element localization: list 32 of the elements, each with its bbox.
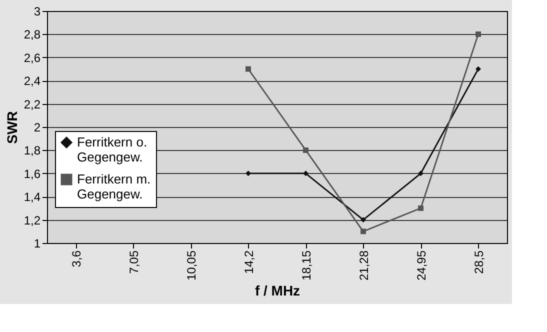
point [418,170,424,176]
point [303,170,308,176]
y-tick-label: 1,4 [24,190,41,204]
y-tick-label: 1,6 [24,166,41,181]
y-tick-label: 2,8 [24,28,41,42]
legend-label: Ferritkern m. Gegengew. [77,172,151,202]
y-tick-label: 2 [34,120,41,134]
x-tick-label: 14,2 [242,250,256,274]
point [476,31,481,37]
x-tick-label: 3,6 [69,250,84,268]
y-tick-label: 3 [34,4,41,18]
x-tick-label: 24,95 [414,250,428,281]
y-axis-title: SWR [4,111,20,144]
point [246,170,251,176]
y-tick-label: 1,2 [24,213,41,228]
x-tick-label: 18,15 [299,250,314,281]
y-tick-label: 1 [34,236,41,250]
point [303,147,308,153]
point [418,205,424,211]
y-tick-label: 1,8 [24,144,41,158]
x-tick-label: 10,05 [184,250,198,281]
point [246,66,251,72]
legend-label: Ferritkern o. Gegengew. [77,134,148,164]
x-tick-label: 21,28 [356,250,371,281]
x-tick-label: 7,05 [126,250,141,274]
x-axis-title: f / MHz [254,282,300,299]
y-tick-label: 2,6 [24,50,41,65]
y-tick-label: 2,2 [24,97,41,112]
point [360,228,366,234]
point [360,217,366,223]
y-tick-label: 2,4 [24,74,41,88]
x-tick-label: 28,5 [472,250,486,274]
